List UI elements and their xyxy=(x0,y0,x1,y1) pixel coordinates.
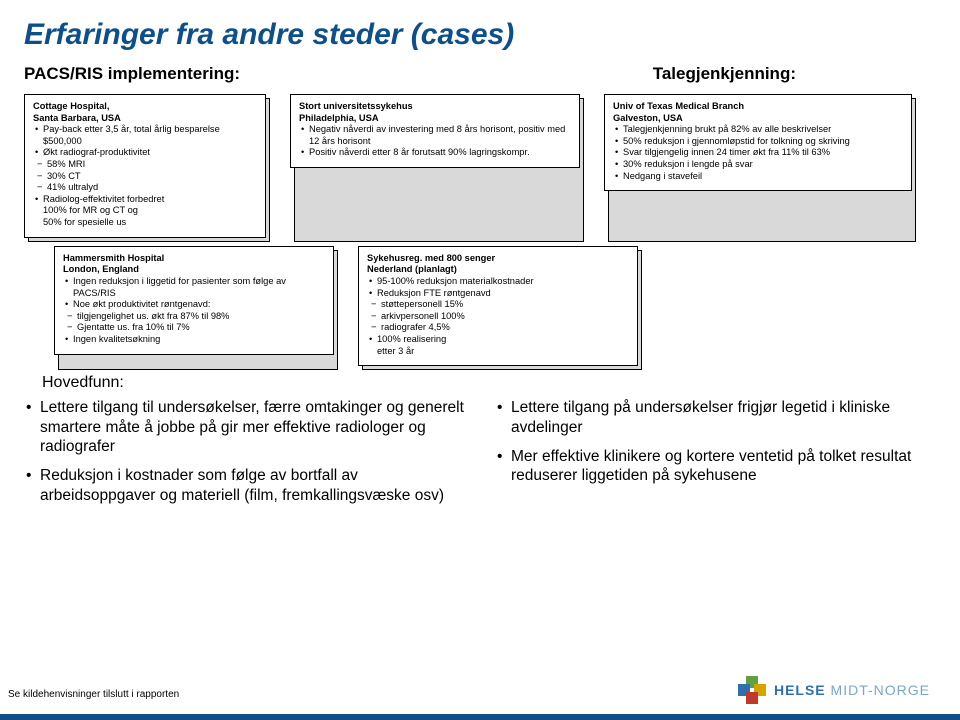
card-body: Sykehusreg. med 800 senger Nederland (pl… xyxy=(358,246,638,366)
card-header: Sykehusreg. med 800 senger xyxy=(367,253,629,265)
list-subitem: 41% ultralyd xyxy=(33,182,257,194)
list-item: Svar tilgjengelig innen 24 timer økt fra… xyxy=(613,147,903,159)
list-subitem: radiografer 4,5% xyxy=(367,322,629,334)
list-subitem: tilgjengelighet us. økt fra 87% til 98% xyxy=(63,311,325,323)
list-item: Talegjenkjenning brukt på 82% av alle be… xyxy=(613,124,903,136)
list-subitem: 58% MRI xyxy=(33,159,257,171)
finding-item: Lettere tilgang til undersøkelser, færre… xyxy=(24,398,465,456)
logo-suffix: MIDT-NORGE xyxy=(831,682,930,698)
logo-icon xyxy=(738,676,766,704)
subtitle-left: PACS/RIS implementering: xyxy=(24,64,240,84)
list-item: 50% reduksjon i gjennomløpstid for tolkn… xyxy=(613,136,903,148)
card-header: Univ of Texas Medical Branch xyxy=(613,101,903,113)
logo-text: HELSE MIDT-NORGE xyxy=(774,682,930,698)
card-header: Stort universitetssykehus xyxy=(299,101,571,113)
card-list: Ingen reduksjon i liggetid for pasienter… xyxy=(63,276,325,346)
logo-brand: HELSE xyxy=(774,682,826,698)
subtitle-row: PACS/RIS implementering: Talegjenkjennin… xyxy=(24,64,936,84)
finding-item: Lettere tilgang på undersøkelser frigjør… xyxy=(495,398,936,437)
card-body: Cottage Hospital, Santa Barbara, USA Pay… xyxy=(24,94,266,238)
card-list: Talegjenkjenning brukt på 82% av alle be… xyxy=(613,124,903,182)
card-list: Pay-back etter 3,5 år, total årlig bespa… xyxy=(33,124,257,228)
card-header2: Philadelphia, USA xyxy=(299,113,571,125)
hovedfunn-label: Hovedfunn: xyxy=(42,374,936,392)
list-subitem: arkivpersonell 100% xyxy=(367,311,629,323)
card-body: Univ of Texas Medical Branch Galveston, … xyxy=(604,94,912,191)
card-body: Hammersmith Hospital London, England Ing… xyxy=(54,246,334,355)
list-item: 100% realisering etter 3 år xyxy=(367,334,629,357)
slide: Erfaringer fra andre steder (cases) PACS… xyxy=(0,0,960,720)
list-item: Økt radiograf-produktivitet xyxy=(33,147,257,159)
card-cottage: Cottage Hospital, Santa Barbara, USA Pay… xyxy=(24,94,266,238)
list-text: 100% realisering xyxy=(377,334,446,344)
card-header: Cottage Hospital, xyxy=(33,101,257,113)
list-item: Negativ nåverdi av investering med 8 års… xyxy=(299,124,571,147)
card-header2: London, England xyxy=(63,264,325,276)
list-subitem: støttepersonell 15% xyxy=(367,299,629,311)
card-hammersmith: Hammersmith Hospital London, England Ing… xyxy=(54,246,334,366)
page-title: Erfaringer fra andre steder (cases) xyxy=(24,18,936,52)
list-text: Radiolog-effektivitet forbedret xyxy=(43,194,164,204)
list-item: Ingen reduksjon i liggetid for pasienter… xyxy=(63,276,325,299)
list-item: Noe økt produktivitet røntgenavd: xyxy=(63,299,325,311)
list-text: 100% for MR og CT og xyxy=(43,205,138,215)
findings-left: Lettere tilgang til undersøkelser, færre… xyxy=(24,398,465,515)
bottom-border xyxy=(0,714,960,720)
card-galveston: Univ of Texas Medical Branch Galveston, … xyxy=(604,94,912,238)
cards-row-2: Hammersmith Hospital London, England Ing… xyxy=(54,246,936,366)
list-item: Reduksjon FTE røntgenavd xyxy=(367,288,629,300)
logo: HELSE MIDT-NORGE xyxy=(738,676,930,704)
list-item: Nedgang i stavefeil xyxy=(613,171,903,183)
list-subitem: 30% CT xyxy=(33,171,257,183)
list-item: 30% reduksjon i lengde på svar xyxy=(613,159,903,171)
card-philadelphia: Stort universitetssykehus Philadelphia, … xyxy=(290,94,580,238)
list-subitem: Gjentatte us. fra 10% til 7% xyxy=(63,322,325,334)
list-item: Radiolog-effektivitet forbedret 100% for… xyxy=(33,194,257,229)
list-item: 95-100% reduksjon materialkostnader xyxy=(367,276,629,288)
list-text: etter 3 år xyxy=(377,346,414,356)
subtitle-right: Talegjenkjenning: xyxy=(653,64,796,84)
finding-item: Mer effektive klinikere og kortere vente… xyxy=(495,447,936,486)
findings: Lettere tilgang til undersøkelser, færre… xyxy=(24,398,936,515)
list-item: Ingen kvalitetsøkning xyxy=(63,334,325,346)
card-body: Stort universitetssykehus Philadelphia, … xyxy=(290,94,580,168)
card-header2: Santa Barbara, USA xyxy=(33,113,257,125)
card-header2: Galveston, USA xyxy=(613,113,903,125)
card-header: Hammersmith Hospital xyxy=(63,253,325,265)
finding-item: Reduksjon i kostnader som følge av bortf… xyxy=(24,466,465,505)
footnote: Se kildehenvisninger tilslutt i rapporte… xyxy=(8,689,179,700)
list-item: Pay-back etter 3,5 år, total årlig bespa… xyxy=(33,124,257,147)
cards-row-1: Cottage Hospital, Santa Barbara, USA Pay… xyxy=(24,94,936,238)
card-list: Negativ nåverdi av investering med 8 års… xyxy=(299,124,571,159)
card-nederland: Sykehusreg. med 800 senger Nederland (pl… xyxy=(358,246,638,366)
card-header2: Nederland (planlagt) xyxy=(367,264,629,276)
list-item: Positiv nåverdi etter 8 år forutsatt 90%… xyxy=(299,147,571,159)
findings-right: Lettere tilgang på undersøkelser frigjør… xyxy=(495,398,936,515)
list-text: 50% for spesielle us xyxy=(43,217,126,227)
card-list: 95-100% reduksjon materialkostnader Redu… xyxy=(367,276,629,357)
